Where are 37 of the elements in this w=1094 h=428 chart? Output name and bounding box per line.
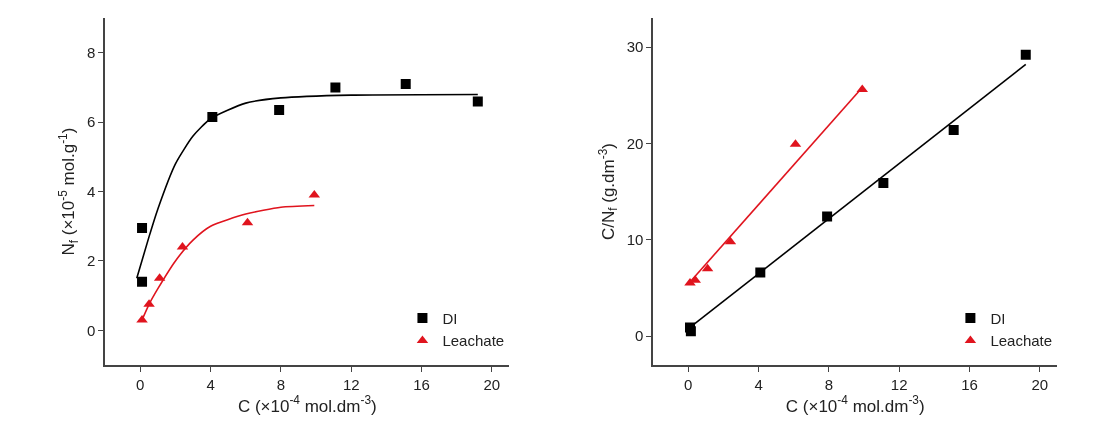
x-tick-label: 20: [483, 375, 501, 393]
point: [948, 124, 959, 135]
x-tick-label: 8: [276, 375, 286, 393]
y-tick-label: 8: [87, 44, 96, 62]
point: [330, 82, 341, 93]
y-tick-label: 20: [626, 134, 644, 152]
x-tick-label: 16: [413, 375, 430, 393]
point: [137, 222, 148, 233]
y-tick-label: 4: [87, 182, 96, 200]
point: [400, 79, 411, 90]
point: [878, 177, 889, 188]
legend-label: Leachate: [990, 332, 1053, 350]
y-tick-label: 30: [626, 38, 644, 56]
x-tick-label: 12: [342, 375, 360, 393]
y-tick-label: 6: [87, 113, 96, 131]
x-tick-label: 20: [1031, 375, 1049, 393]
point: [274, 105, 285, 116]
point: [1020, 49, 1031, 60]
x-tick-label: 4: [754, 375, 763, 393]
x-tick-label: 16: [961, 375, 978, 393]
y-tick-label: 0: [87, 321, 96, 339]
x-tick-label: 0: [684, 375, 693, 393]
y-tick-label: 10: [626, 230, 644, 248]
point: [685, 326, 696, 337]
x-axis-title: C (×10$^{-4}$ mol.dm$^{-3}$): [237, 393, 377, 416]
x-tick-label: 8: [824, 375, 834, 393]
y-tick-label: 2: [87, 252, 96, 270]
x-axis-title: C (×10$^{-4}$ mol.dm$^{-3}$): [785, 393, 925, 416]
legend-label: DI: [442, 309, 458, 327]
x-tick-label: 4: [206, 375, 215, 393]
legend-label: DI: [990, 309, 1006, 327]
x-tick-label: 0: [136, 375, 145, 393]
legend-label: Leachate: [442, 332, 505, 350]
point: [137, 276, 148, 287]
point: [472, 96, 483, 107]
x-tick-label: 12: [890, 375, 908, 393]
y-tick-label: 0: [634, 327, 644, 345]
